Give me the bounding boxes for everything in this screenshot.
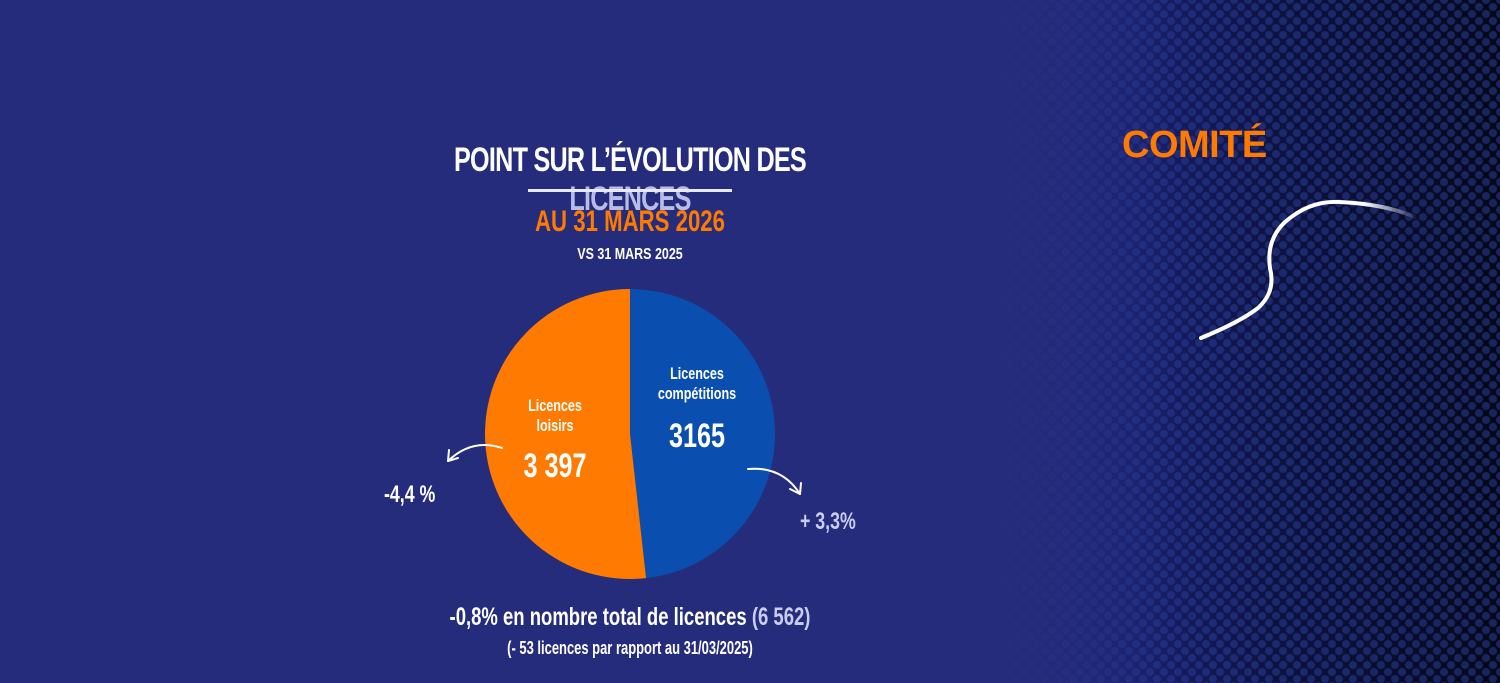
chart-subtitle: AU 31 MARS 2026 <box>534 205 726 238</box>
loisirs-name-line1: Licences <box>528 396 582 415</box>
total-count: (6 562) <box>751 603 811 631</box>
competitions-name-line2: compétitions <box>657 384 737 403</box>
swoosh-logo-icon <box>1199 199 1420 340</box>
competitions-change: + 3,3% <box>800 508 856 535</box>
comparison-date: VS 31 MARS 2025 <box>577 246 683 263</box>
total-summary: -0,8% en nombre total de licences (6 562… <box>445 603 815 632</box>
title-divider <box>528 189 732 192</box>
loisirs-value: 3 397 <box>523 447 587 485</box>
brand-comite-text: COMITÉ <box>1122 124 1267 166</box>
slice-label-loisirs: Licences loisirs 3 397 <box>500 396 611 486</box>
chart-title: POINT SUR L’ÉVOLUTION DES LICENCES <box>445 141 815 219</box>
total-delta-note: (- 53 licences par rapport au 31/03/2025… <box>507 638 753 658</box>
loisirs-change: -4,4 % <box>384 481 436 508</box>
pie-slice-licences-loisirs <box>485 289 647 579</box>
title-main: POINT SUR L’ÉVOLUTION DES <box>454 141 807 179</box>
background-fade <box>940 0 1180 683</box>
total-change-text: -0,8% en nombre total de licences <box>449 603 752 631</box>
loisirs-name-line2: loisirs <box>536 416 574 435</box>
slice-label-competitions: Licences compétitions 3165 <box>642 364 753 456</box>
competitions-value: 3165 <box>669 417 725 455</box>
competitions-name-line1: Licences <box>670 364 724 383</box>
title-highlight: LICENCES <box>569 180 691 218</box>
pie-slice-licences-comp-titions <box>630 289 776 579</box>
